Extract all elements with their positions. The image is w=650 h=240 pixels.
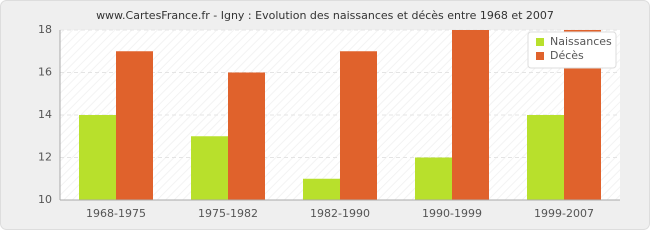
x-tick-label: 1968-1975	[86, 207, 146, 220]
bar	[228, 72, 265, 200]
bar	[191, 136, 228, 200]
bar	[116, 51, 153, 200]
bar	[527, 115, 564, 200]
bar	[303, 178, 340, 200]
chart-title: www.CartesFrance.fr - Igny : Evolution d…	[96, 9, 554, 22]
legend-swatch	[536, 52, 544, 60]
legend-swatch	[536, 38, 544, 46]
x-tick-label: 1982-1990	[310, 207, 370, 220]
x-tick-label: 1999-2007	[534, 207, 594, 220]
legend-label: Naissances	[550, 35, 612, 48]
bar	[415, 157, 452, 200]
y-tick-label: 18	[38, 23, 52, 36]
legend-label: Décès	[550, 49, 584, 62]
bar	[340, 51, 377, 200]
chart: www.CartesFrance.fr - Igny : Evolution d…	[0, 0, 650, 230]
bar	[79, 115, 116, 200]
y-tick-label: 14	[38, 108, 52, 121]
x-tick-label: 1975-1982	[198, 207, 258, 220]
legend-box	[527, 31, 617, 69]
y-tick-label: 10	[38, 193, 52, 206]
page: {"chart_data": {"type": "bar", "title": …	[0, 0, 650, 230]
y-tick-label: 16	[38, 66, 52, 79]
bar	[452, 30, 489, 200]
y-tick-label: 12	[38, 151, 52, 164]
x-tick-label: 1990-1999	[422, 207, 482, 220]
